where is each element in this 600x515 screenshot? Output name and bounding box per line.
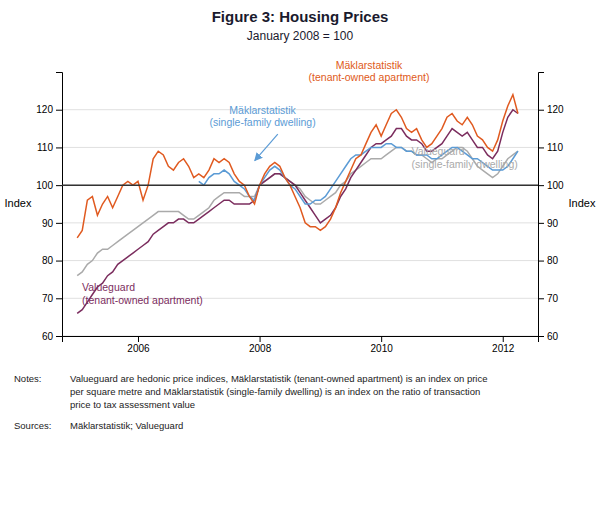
notes-line: price to tax assessment value: [70, 399, 195, 410]
axis-line: [56, 73, 63, 337]
tick-mark: [56, 185, 62, 186]
tick-label: 70: [547, 293, 559, 304]
notes: Valueguard are hedonic price indices, Mä…: [70, 373, 488, 410]
annotations: Mäklarstatistik(tenant-owned apartment)M…: [82, 59, 518, 306]
annotation-line: Valueguard: [412, 145, 465, 157]
tick-label: 2010: [371, 343, 394, 354]
tick: 2006: [127, 336, 150, 354]
x-axis: 2006 2008 2010 2012: [63, 336, 539, 354]
tick-mark: [538, 147, 544, 148]
series-line: [77, 147, 518, 275]
notes-line: per square metre and Mäklarstatistik (si…: [70, 386, 480, 397]
tick-mark: [538, 223, 544, 224]
tick-mark: [538, 185, 544, 186]
tick-mark: [56, 336, 62, 337]
annotation: Mäklarstatistik(single-family dwelling): [210, 104, 316, 129]
tick-mark: [538, 336, 544, 337]
footer: Notes: Valueguard are hedonic price indic…: [14, 373, 488, 431]
notes-label: Notes:: [14, 373, 41, 384]
tick: 80: [538, 255, 559, 266]
y2-axis-label: Index: [569, 197, 596, 209]
tick-label: 70: [42, 293, 54, 304]
y-axis-label: Index: [5, 197, 32, 209]
title: Figure 3: Housing Prices: [212, 8, 389, 25]
tick-label: 2012: [492, 343, 515, 354]
tick: 100: [538, 180, 564, 191]
tick-mark: [381, 336, 382, 342]
tick: 70: [42, 293, 62, 304]
annotation: Valueguard(tenant-owned apartment): [82, 281, 203, 306]
tick-label: 60: [547, 331, 559, 342]
annotation-line: (tenant-owned apartment): [82, 294, 203, 306]
annotation-line: (tenant-owned apartment): [309, 71, 430, 83]
tick-label: 120: [36, 104, 53, 115]
tick-mark: [538, 110, 544, 111]
grid-line: [62, 109, 538, 110]
grid-line: [62, 147, 538, 148]
grid-line: [62, 260, 538, 261]
arrow: [255, 134, 278, 160]
tick: 2010: [371, 336, 394, 354]
tick-label: 100: [36, 180, 53, 191]
series-line: [77, 95, 518, 238]
plot-area: [62, 95, 538, 314]
tick-label: 110: [547, 142, 563, 153]
annotation: Valueguard(single-family dwelling): [412, 145, 518, 170]
tick: 120: [36, 104, 62, 115]
tick-mark: [138, 336, 139, 342]
tick-mark: [538, 298, 544, 299]
tick-mark: [260, 336, 261, 342]
annotation-line: Valueguard: [82, 281, 135, 293]
tick-label: 60: [42, 331, 54, 342]
tick-mark: [56, 223, 62, 224]
axis-line: [539, 73, 545, 337]
tick-label: 100: [547, 180, 564, 191]
grid-line: [62, 222, 538, 223]
tick: 80: [42, 255, 62, 266]
tick: 90: [538, 218, 559, 229]
tick: 2008: [249, 336, 272, 354]
series-line: [77, 110, 518, 314]
tick: 90: [42, 218, 62, 229]
notes-line: Valueguard are hedonic price indices, Mä…: [70, 373, 488, 384]
tick: 60: [538, 331, 559, 342]
annotation: Mäklarstatistik(tenant-owned apartment): [309, 59, 430, 84]
annotation-line: (single-family dwelling): [412, 158, 518, 170]
tick-label: 2008: [249, 343, 272, 354]
tick-mark: [56, 261, 62, 262]
tick: 120: [538, 104, 564, 115]
chart-svg: 2006 2008 2010 2012 60 70 80 90 100 110 120 60 70 80 9…: [0, 0, 600, 515]
tick-label: 120: [547, 104, 564, 115]
annotation-line: Mäklarstatistik: [336, 59, 403, 71]
grid: [62, 110, 538, 336]
tick-label: 90: [547, 218, 559, 229]
y-axis: 60 70 80 90 100 110 120: [36, 73, 62, 342]
tick-label: 90: [42, 218, 54, 229]
sources: Mäklarstatistik; Valueguard: [70, 420, 183, 431]
annotation-line: (single-family dwelling): [210, 116, 316, 128]
tick: 2012: [492, 336, 515, 354]
tick-label: 80: [547, 255, 559, 266]
tick-label: 110: [37, 142, 53, 153]
tick: 110: [37, 142, 62, 153]
subtitle: January 2008 = 100: [247, 29, 354, 43]
tick-mark: [56, 298, 62, 299]
tick-mark: [538, 261, 544, 262]
series-line: [199, 144, 518, 204]
tick-mark: [56, 147, 62, 148]
annotation-line: Mäklarstatistik: [229, 104, 296, 116]
tick-label: 80: [42, 255, 54, 266]
tick: 70: [538, 293, 559, 304]
sources-label: Sources:: [14, 420, 52, 431]
tick-mark: [56, 110, 62, 111]
reference-line: [62, 184, 538, 186]
tick: 110: [538, 142, 563, 153]
tick-mark: [503, 336, 504, 342]
tick: 100: [36, 180, 62, 191]
grid-line: [62, 185, 538, 186]
tick-label: 2006: [127, 343, 150, 354]
tick: 60: [42, 331, 62, 342]
axis-line: [63, 337, 539, 343]
y2-axis: 60 70 80 90 100 110 120: [538, 73, 564, 342]
